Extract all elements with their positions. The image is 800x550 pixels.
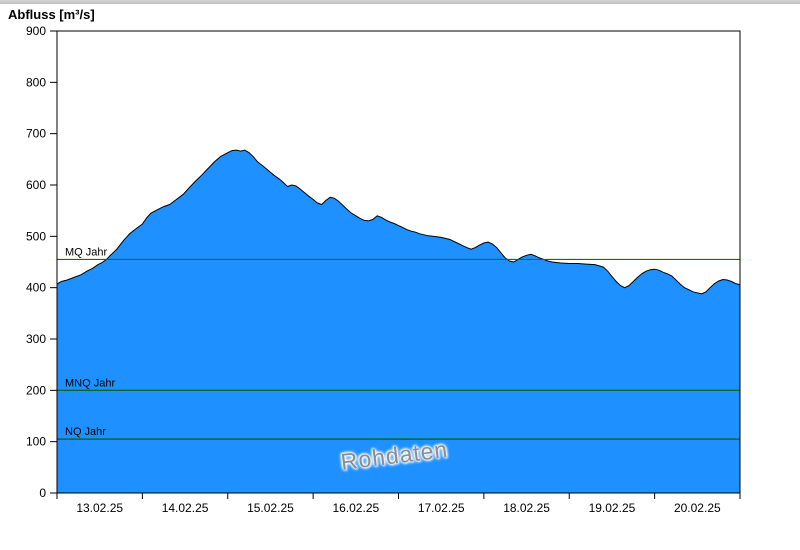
x-axis-tick-label: 13.02.25 (76, 501, 123, 515)
reference-label-mq: MQ Jahr (65, 246, 108, 258)
x-axis-tick-label: 19.02.25 (589, 501, 636, 515)
x-axis-tick-label: 20.02.25 (674, 501, 721, 515)
x-axis-tick-label: 17.02.25 (418, 501, 465, 515)
y-axis-tick-label: 800 (26, 75, 46, 89)
reference-label-nq: NQ Jahr (65, 426, 106, 438)
y-axis-tick-label: 100 (26, 435, 46, 449)
x-axis-tick-label: 18.02.25 (503, 501, 550, 515)
y-axis-tick-label: 400 (26, 281, 46, 295)
x-axis-tick-label: 15.02.25 (247, 501, 294, 515)
flow-area (57, 150, 740, 493)
window-top-strip (0, 0, 800, 4)
y-axis-tick-label: 900 (26, 24, 46, 38)
chart-title: Abfluss [m³/s] (8, 7, 95, 22)
flow-line (56, 149, 741, 295)
y-axis-tick-label: 700 (26, 127, 46, 141)
y-axis-tick-label: 500 (26, 229, 46, 243)
x-axis-tick-label: 16.02.25 (332, 501, 379, 515)
x-axis-tick-label: 14.02.25 (162, 501, 209, 515)
y-axis-tick-label: 0 (39, 486, 46, 500)
y-axis-tick-label: 600 (26, 178, 46, 192)
plot-border (56, 30, 741, 494)
y-axis-tick-label: 200 (26, 383, 46, 397)
reference-label-mnq: MNQ Jahr (65, 377, 115, 389)
y-axis-tick-label: 300 (26, 332, 46, 346)
